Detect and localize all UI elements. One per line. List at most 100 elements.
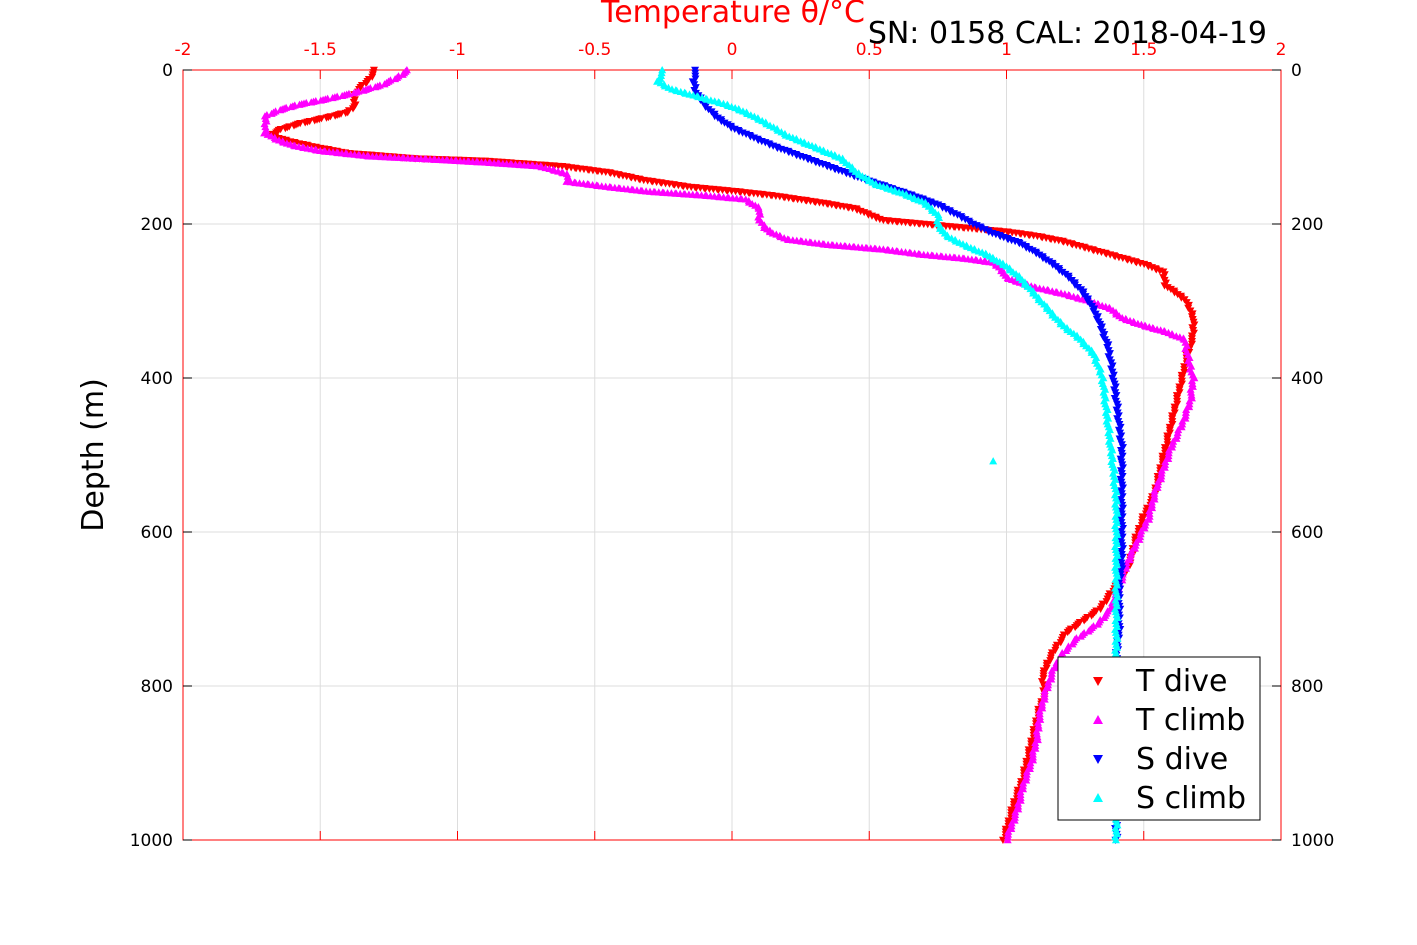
data-point (1178, 420, 1187, 428)
x-tick-label: 0.5 (856, 40, 883, 60)
data-point (1034, 721, 1043, 729)
data-point (316, 96, 325, 104)
x-tick-label: -1.5 (304, 40, 337, 60)
data-point (1145, 512, 1154, 520)
data-point (1063, 628, 1072, 637)
data-point (1174, 425, 1183, 434)
data-point (349, 105, 358, 113)
series-t-climb (260, 66, 1199, 844)
data-point (1141, 521, 1150, 529)
legend-box (1057, 656, 1261, 821)
y-tick-label-left: 0 (162, 61, 173, 81)
data-point (276, 106, 285, 114)
data-point (1035, 712, 1044, 720)
data-point (1056, 639, 1065, 647)
data-point (391, 74, 400, 83)
data-marks (260, 66, 1199, 844)
data-point (1062, 646, 1071, 654)
data-point (1188, 376, 1197, 385)
data-point (1168, 440, 1177, 448)
legend-label: S dive (1136, 742, 1228, 777)
y-tick-label-left: 800 (141, 677, 173, 697)
data-point (657, 68, 666, 77)
data-point (1126, 550, 1135, 558)
data-point (1187, 391, 1196, 399)
data-point (359, 86, 368, 94)
data-point (1141, 518, 1150, 526)
x-tick-label: 1.5 (1130, 40, 1157, 60)
y-tick-label-left: 400 (141, 369, 173, 389)
data-point (1061, 270, 1070, 279)
data-point (1058, 268, 1067, 277)
data-point (1136, 529, 1145, 538)
data-point (1111, 836, 1120, 844)
x-tick-label: -0.5 (578, 40, 611, 60)
data-point (1126, 553, 1135, 561)
data-point (1033, 733, 1042, 741)
y-tick-label-right: 600 (1291, 523, 1323, 543)
x-tick-label: 2 (1276, 40, 1287, 60)
legend-marker (1093, 793, 1103, 802)
data-point (362, 80, 371, 88)
data-point (1173, 431, 1182, 439)
sn-cal-label: SN: 0158 CAL: 2018-04-19 (868, 16, 1267, 51)
legend: T dive T climb S dive S climb (1057, 656, 1261, 821)
data-point (1132, 538, 1141, 546)
y-tick-label-right: 200 (1291, 215, 1323, 235)
data-point (398, 70, 407, 78)
legend-label: S climb (1136, 781, 1246, 816)
data-point (286, 102, 295, 111)
data-point (989, 457, 998, 465)
data-point (1169, 437, 1178, 445)
y-tick-label-left: 200 (141, 215, 173, 235)
legend-marker (1093, 715, 1103, 724)
data-point (1102, 598, 1111, 606)
y-tick-label-left: 600 (141, 523, 173, 543)
legend-marker (1093, 677, 1103, 686)
data-point (1033, 718, 1042, 726)
data-point (1100, 613, 1109, 621)
data-point (1068, 640, 1077, 648)
x-tick-label: 1 (1001, 40, 1012, 60)
data-point (371, 83, 380, 91)
legend-marker (1093, 755, 1103, 764)
data-point (657, 71, 666, 79)
data-point (328, 93, 337, 102)
y-axis-label: Depth (m) (76, 378, 111, 532)
data-point (307, 98, 316, 106)
data-point (1084, 627, 1093, 635)
legend-label: T climb (1135, 703, 1245, 738)
data-point (1127, 547, 1136, 555)
x-tick-label: 0 (727, 40, 738, 60)
data-point (1093, 620, 1102, 628)
data-point (1137, 527, 1146, 535)
data-point (349, 89, 358, 97)
data-point (1136, 532, 1145, 541)
data-point (1032, 730, 1041, 738)
legend-label: T dive (1135, 664, 1227, 699)
data-point (368, 73, 377, 81)
y-tick-label-right: 400 (1291, 369, 1323, 389)
x-tick-label: -1 (449, 40, 466, 60)
data-point (1003, 836, 1012, 844)
top-axis-title: Temperature θ/°C (600, 0, 865, 30)
data-point (1186, 385, 1195, 393)
data-point (658, 66, 667, 74)
data-point (380, 80, 389, 88)
data-point (1187, 388, 1196, 396)
data-point (1173, 428, 1182, 437)
data-point (1051, 263, 1060, 271)
data-point (1055, 267, 1064, 275)
y-tick-label-right: 1000 (1291, 831, 1334, 851)
x-tick-label: -2 (175, 40, 192, 60)
y-tick-label-right: 800 (1291, 677, 1323, 697)
data-point (1076, 632, 1085, 640)
data-point (338, 91, 347, 100)
data-point (267, 109, 276, 117)
y-tick-label-right: 0 (1291, 61, 1302, 81)
data-point (1188, 379, 1197, 387)
y-tick-label-left: 1000 (130, 831, 173, 851)
data-point (1032, 727, 1041, 735)
